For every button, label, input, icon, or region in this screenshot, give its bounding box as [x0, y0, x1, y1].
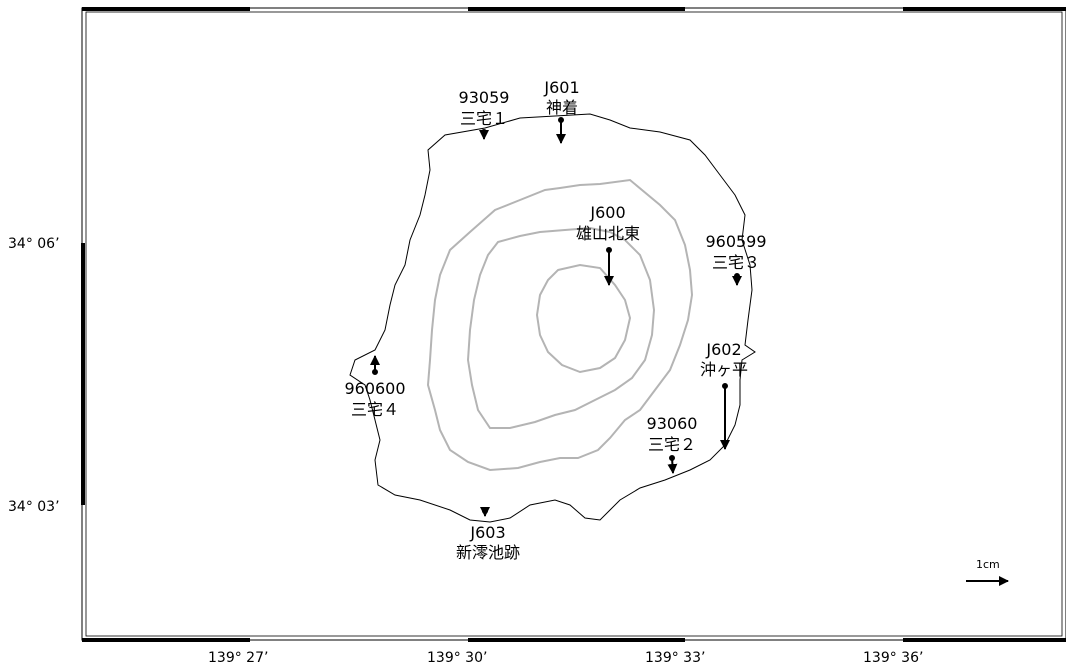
lon-label-139-30: 139° 30’: [427, 650, 487, 666]
station-J600-id: J600: [589, 203, 625, 222]
station-93059-name: 三宅１: [460, 109, 508, 128]
lat-label-34-03: 34° 03’: [8, 499, 60, 515]
station-J602-id: J602: [705, 340, 741, 359]
displacement-vectors: [370, 117, 742, 517]
station-J601-id: J601: [543, 78, 579, 97]
contour-middle: [466, 226, 656, 429]
contour-outer: [426, 178, 694, 472]
scale-bar: 1cm: [966, 558, 1009, 586]
vector-J602: [720, 383, 730, 450]
station-J603-name: 新澪池跡: [456, 543, 520, 562]
vector-J600: [604, 247, 614, 286]
longitude-labels: 139° 27’ 139° 30’ 139° 33’ 139° 36’: [208, 650, 923, 666]
coastline: [349, 113, 756, 523]
station-960600-name: 三宅４: [351, 400, 399, 419]
station-J603-id: J603: [469, 523, 505, 542]
scale-label: 1cm: [976, 558, 1000, 571]
vector-960599: [732, 273, 742, 286]
station-J601-name: 神着: [546, 98, 578, 117]
station-960600-id: 960600: [344, 379, 405, 398]
contour-inner: [535, 263, 632, 374]
vector-93060: [667, 455, 678, 474]
station-J600-name: 雄山北東: [576, 224, 640, 243]
lon-label-139-36: 139° 36’: [863, 650, 923, 666]
station-960599-id: 960599: [705, 232, 766, 251]
station-labels: 93059 三宅１ J601 神着 J600 雄山北東 960599 三宅３ J…: [344, 78, 766, 562]
vector-93059: [479, 129, 489, 140]
vector-J601: [556, 117, 566, 144]
station-93059-id: 93059: [459, 88, 510, 107]
station-960599-name: 三宅３: [712, 253, 760, 272]
lon-label-139-27: 139° 27’: [208, 650, 268, 666]
station-J602-name: 沖ヶ平: [700, 360, 748, 379]
station-93060-id: 93060: [647, 414, 698, 433]
vector-960600: [370, 355, 380, 375]
vector-J603: [480, 507, 490, 517]
station-93060-name: 三宅２: [648, 435, 696, 454]
lon-label-139-33: 139° 33’: [645, 650, 705, 666]
map-frame: [81, 7, 1066, 642]
latitude-labels: 34° 06’ 34° 03’: [8, 236, 60, 515]
lat-label-34-06: 34° 06’: [8, 236, 60, 252]
